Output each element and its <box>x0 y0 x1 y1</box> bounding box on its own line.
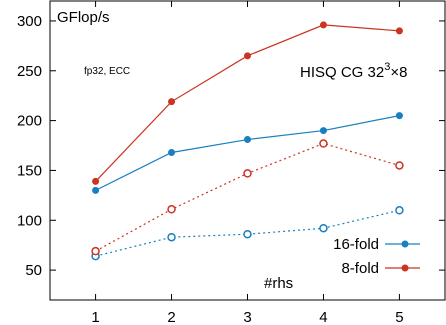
data-point <box>168 148 176 156</box>
legend-label-16fold: 16-fold <box>333 236 379 253</box>
data-point <box>244 52 251 60</box>
series-line <box>95 24 400 182</box>
data-point <box>168 98 176 106</box>
data-point <box>92 186 100 194</box>
legend-marker-16fold <box>401 240 409 248</box>
chart-title-tail: ×8 <box>390 64 407 81</box>
y-axis-label: GFlop/s <box>57 9 110 26</box>
chart-title-main: HISQ CG 32 <box>300 64 384 81</box>
x-tick-label: 4 <box>319 309 327 325</box>
data-point <box>395 206 404 215</box>
data-point <box>244 136 251 144</box>
data-point <box>167 205 176 214</box>
data-point <box>395 112 403 120</box>
data-point <box>243 169 252 178</box>
legend-label-8fold: 8-fold <box>341 260 379 277</box>
data-point <box>319 21 327 29</box>
data-point <box>91 246 100 256</box>
series-layer <box>91 21 404 261</box>
data-point <box>319 223 328 233</box>
legend-marker-8fold <box>401 264 409 272</box>
x-tick-label: 1 <box>91 309 99 325</box>
data-point <box>243 229 252 239</box>
series-0 <box>92 112 403 194</box>
y-tick-label: 200 <box>17 113 42 130</box>
plot-frame <box>49 0 446 301</box>
chart-title-sup: 3 <box>384 61 390 73</box>
x-tick-label: 5 <box>395 309 403 325</box>
chart-note: fp32, ECC <box>84 66 130 77</box>
chart-title: HISQ CG 323×8 <box>300 61 407 81</box>
data-point <box>395 27 403 35</box>
x-tick-label: 2 <box>167 309 175 325</box>
data-point <box>319 127 327 135</box>
y-tick-label: 150 <box>17 162 42 179</box>
data-point <box>319 139 328 148</box>
x-tick-label: 3 <box>243 309 251 325</box>
legend: 16-fold 8-fold <box>333 236 420 277</box>
y-tick-label: 300 <box>17 13 42 30</box>
y-tick-label: 250 <box>17 63 42 80</box>
y-tick-label: 100 <box>17 212 42 229</box>
data-point <box>395 161 404 170</box>
axis-ticks: 1 2 3 4 5 50 100 150 200 250 300 <box>17 1 445 325</box>
series-line <box>95 115 400 191</box>
y-tick-label: 50 <box>25 262 42 279</box>
series-3 <box>91 139 404 256</box>
x-axis-label: #rhs <box>264 275 293 292</box>
data-point <box>167 232 176 242</box>
series-1 <box>92 21 403 185</box>
data-point <box>92 177 100 185</box>
series-line <box>95 209 400 257</box>
